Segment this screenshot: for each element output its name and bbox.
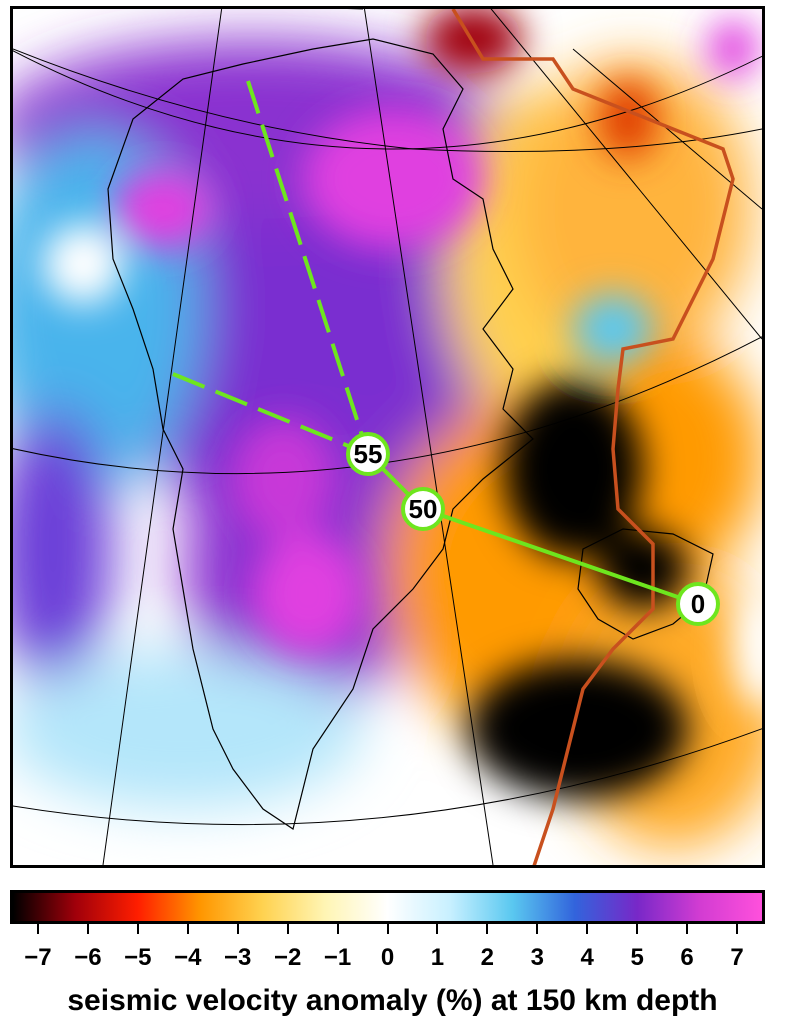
colorbar-tick-mark: [36, 924, 39, 934]
colorbar-tick-label: −3: [224, 944, 252, 971]
colorbar-tick-mark: [686, 924, 689, 934]
colorbar-tick-label: −7: [24, 944, 52, 971]
colorbar-tick-mark: [636, 924, 639, 934]
colorbar-tick-label: −2: [273, 944, 302, 971]
graticule: [13, 9, 762, 865]
colorbar-tick-mark: [286, 924, 289, 934]
svg-text:0: 0: [691, 589, 705, 619]
profile-marker-55: 55: [346, 432, 390, 476]
colorbar-tick-label: −6: [74, 944, 102, 971]
colorbar-tick-mark: [136, 924, 139, 934]
colorbar-caption: seismic velocity anomaly (%) at 150 km d…: [67, 984, 718, 1017]
colorbar-tick-label: 4: [580, 944, 594, 971]
colorbar-tick-mark: [386, 924, 389, 934]
colorbar-tick-label: 5: [630, 944, 644, 971]
colorbar-tick-mark: [436, 924, 439, 934]
colorbar-tick-mark: [736, 924, 739, 934]
colorbar-tick-mark: [186, 924, 189, 934]
colorbar-tick-mark: [86, 924, 89, 934]
colorbar-tick-mark: [236, 924, 239, 934]
colorbar-tick-label: 0: [380, 944, 395, 971]
colorbar-tick-label: −4: [174, 944, 202, 971]
colorbar-tick-mark: [486, 924, 489, 934]
colorbar-tick-label: 6: [680, 944, 694, 971]
colorbar-tick-label: −5: [124, 944, 152, 971]
colorbar-tick-label: 3: [530, 944, 544, 971]
colorbar-tick-mark: [586, 924, 589, 934]
plate-boundary: [451, 9, 735, 865]
profile-marker-0: 0: [676, 582, 720, 626]
colorbar: [10, 890, 765, 924]
velocity-anomaly-field: [13, 9, 762, 865]
svg-text:55: 55: [354, 439, 383, 469]
tomography-map: 55 50 0: [13, 9, 762, 865]
svg-text:50: 50: [409, 494, 438, 524]
colorbar-tick-label: −1: [323, 944, 352, 971]
colorbar-tick-mark: [536, 924, 539, 934]
colorbar-tick-mark: [336, 924, 339, 934]
colorbar-tick-label: 1: [430, 944, 445, 971]
profile-marker-50: 50: [401, 487, 445, 531]
colorbar-tick-label: 2: [480, 944, 495, 971]
colorbar-tick-label: 7: [730, 944, 744, 971]
map-panel: 55 50 0: [10, 6, 765, 868]
